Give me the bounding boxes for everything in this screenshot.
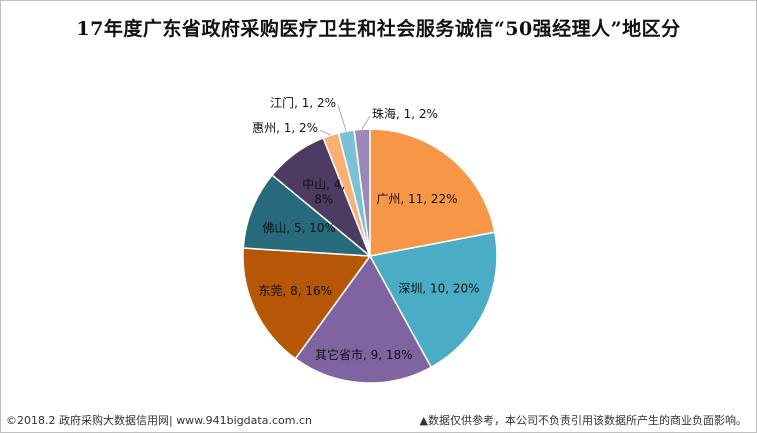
slice-label-1: 广州, 11, 22% xyxy=(376,192,457,206)
chart-title: 17年度广东省政府采购医疗卫生和社会服务诚信“50强经理人”地区分 xyxy=(76,18,681,40)
footer-disclaimer: ▲数据仅供参考，本公司不负责引用该数据所产生的商业负面影响。 xyxy=(419,414,747,427)
pie-slice-3 xyxy=(294,254,433,384)
slice-label-2: 深圳, 10, 20% xyxy=(398,281,479,295)
pie-slice-1 xyxy=(369,128,496,257)
slice-label-8: 江门, 1, 2% xyxy=(270,95,336,110)
slice-label-7: 惠州, 1, 2% xyxy=(252,121,318,135)
pie-slice-5 xyxy=(242,173,373,257)
pie-slice-2 xyxy=(368,231,498,369)
pie-labels: 广州, 11, 22% 深圳, 10, 20% 其它省市, 9, 18% 东莞, 8,… xyxy=(252,95,479,362)
pie-slices xyxy=(242,128,498,384)
slice-label-4: 东莞, 8, 16% xyxy=(259,284,333,298)
slice-label-9: 珠海, 1, 2% xyxy=(372,106,438,121)
slice-label-5: 佛山, 5, 10% xyxy=(262,221,336,235)
slice-label-6: 中山, 4, 8% xyxy=(302,176,345,206)
leader-line-8 xyxy=(337,104,347,132)
footer-source: ©2018.2 政府采购大数据信用网| www.941bigdata.com.c… xyxy=(6,414,312,427)
leader-line-9 xyxy=(361,115,371,130)
slice-label-3: 其它省市, 9, 18% xyxy=(315,347,413,362)
pie-slice-4 xyxy=(242,247,372,360)
leader-line-7 xyxy=(319,129,331,136)
